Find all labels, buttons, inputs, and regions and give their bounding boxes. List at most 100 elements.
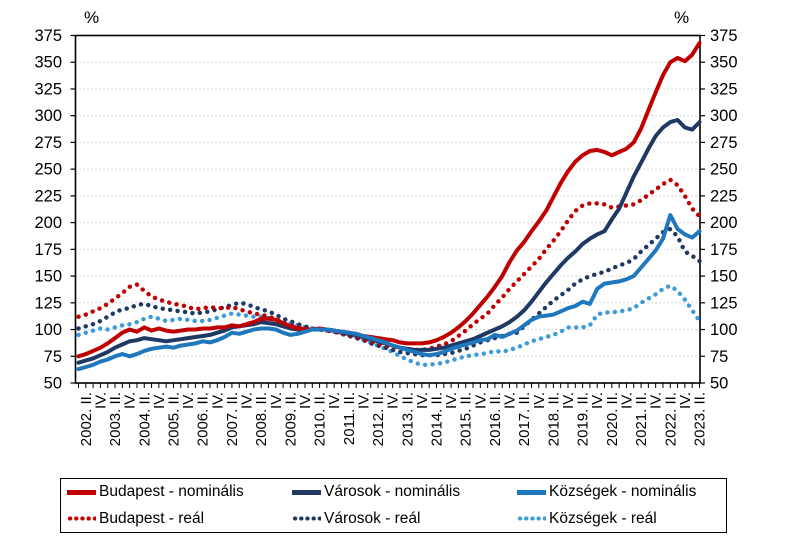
svg-text:IV.: IV. <box>151 392 168 409</box>
svg-text:200: 200 <box>34 214 62 232</box>
budapest-nominalis-line-swatch <box>67 489 96 495</box>
svg-text:IV.: IV. <box>92 392 109 409</box>
svg-text:IV.: IV. <box>414 392 431 409</box>
svg-text:75: 75 <box>44 348 62 366</box>
svg-text:150: 150 <box>34 268 62 286</box>
kozsegek-nominalis-line-swatch <box>517 489 546 495</box>
series-line-5 <box>76 283 702 367</box>
svg-text:2006. II.: 2006. II. <box>195 392 212 446</box>
svg-text:IV.: IV. <box>648 392 665 409</box>
legend-label: Községek - nominális <box>549 483 697 501</box>
legend-label: Városok - nominális <box>324 483 461 501</box>
svg-text:IV.: IV. <box>209 392 226 409</box>
legend-item-budapest-real: Budapest - reál <box>67 507 292 531</box>
svg-text:2019. II.: 2019. II. <box>575 392 592 446</box>
series-line-4 <box>76 226 702 358</box>
svg-text:275: 275 <box>34 134 62 152</box>
svg-text:175: 175 <box>34 241 62 259</box>
svg-text:IV.: IV. <box>385 392 402 409</box>
svg-text:2009. II.: 2009. II. <box>282 392 299 446</box>
svg-text:2016. II.: 2016. II. <box>487 392 504 446</box>
svg-text:2023. II.: 2023. II. <box>692 392 709 446</box>
svg-text:IV.: IV. <box>268 392 285 409</box>
series-line-1 <box>76 118 702 365</box>
svg-text:2021. II.: 2021. II. <box>633 392 650 446</box>
svg-text:IV.: IV. <box>502 392 519 409</box>
svg-text:200: 200 <box>710 214 738 232</box>
svg-text:225: 225 <box>710 187 738 205</box>
svg-text:150: 150 <box>710 268 738 286</box>
svg-text:125: 125 <box>710 294 738 312</box>
legend-item-kozsegek-real: Községek - reál <box>517 507 726 531</box>
svg-text:225: 225 <box>34 187 62 205</box>
svg-text:75: 75 <box>710 348 728 366</box>
svg-text:IV.: IV. <box>355 392 372 409</box>
svg-text:2010. II.: 2010. II. <box>312 392 329 446</box>
svg-text:2003. II.: 2003. II. <box>107 392 124 446</box>
svg-text:2002. II.: 2002. II. <box>78 392 95 446</box>
svg-text:IV.: IV. <box>677 392 694 409</box>
svg-text:2017. II.: 2017. II. <box>516 392 533 446</box>
svg-text:2015. II.: 2015. II. <box>458 392 475 446</box>
svg-text:375: 375 <box>34 27 62 45</box>
svg-text:325: 325 <box>710 80 738 98</box>
svg-text:2018. II.: 2018. II. <box>545 392 562 446</box>
legend: Budapest - nominális Városok - nominális… <box>60 478 727 533</box>
svg-text:2020. II.: 2020. II. <box>604 392 621 446</box>
svg-text:IV.: IV. <box>531 392 548 409</box>
svg-text:175: 175 <box>710 241 738 259</box>
legend-label: Budapest - reál <box>99 509 205 527</box>
series-line-2 <box>76 213 702 372</box>
svg-text:2011. II.: 2011. II. <box>341 392 358 445</box>
svg-text:2007. II.: 2007. II. <box>224 392 241 446</box>
varosok-nominalis-line-swatch <box>292 489 321 495</box>
svg-text:IV.: IV. <box>560 392 577 409</box>
svg-text:IV.: IV. <box>443 392 460 409</box>
svg-text:125: 125 <box>34 294 62 312</box>
svg-text:IV.: IV. <box>326 392 343 409</box>
y-axis-unit-right: % <box>674 8 690 27</box>
svg-text:100: 100 <box>710 321 738 339</box>
legend-label: Városok - reál <box>324 509 421 527</box>
legend-label: Budapest - nominális <box>99 483 244 501</box>
svg-text:2014. II.: 2014. II. <box>428 392 445 446</box>
svg-text:100: 100 <box>34 321 62 339</box>
legend-item-budapest-nominalis: Budapest - nominális <box>67 480 292 504</box>
legend-item-varosok-real: Városok - reál <box>292 507 517 531</box>
svg-text:2008. II.: 2008. II. <box>253 392 270 446</box>
svg-text:50: 50 <box>44 375 62 393</box>
svg-text:IV.: IV. <box>472 392 489 409</box>
svg-text:300: 300 <box>34 107 62 125</box>
svg-text:375: 375 <box>710 27 738 45</box>
svg-text:350: 350 <box>710 54 738 72</box>
svg-text:350: 350 <box>34 54 62 72</box>
svg-text:2005. II.: 2005. II. <box>165 392 182 446</box>
svg-text:300: 300 <box>710 107 738 125</box>
svg-text:2012. II.: 2012. II. <box>370 392 387 446</box>
svg-text:50: 50 <box>710 375 728 393</box>
varosok-real-line-swatch <box>292 516 321 522</box>
svg-text:2004. II.: 2004. II. <box>136 392 153 446</box>
svg-text:IV.: IV. <box>122 392 139 409</box>
series-line-3 <box>76 177 702 353</box>
series-line-0 <box>76 41 702 359</box>
svg-text:IV.: IV. <box>589 392 606 409</box>
svg-text:2022. II.: 2022. II. <box>662 392 679 446</box>
kozsegek-real-line-swatch <box>517 516 546 522</box>
y-axis-unit-left: % <box>84 8 100 27</box>
svg-text:250: 250 <box>710 161 738 179</box>
svg-text:IV.: IV. <box>618 392 635 409</box>
legend-item-varosok-nominalis: Városok - nominális <box>292 480 517 504</box>
plot-area: 50 50 75 75 100 100 125 125 150 150 175 175 200 200 22… <box>34 27 738 446</box>
svg-text:325: 325 <box>34 80 62 98</box>
legend-item-kozsegek-nominalis: Községek - nominális <box>517 480 726 504</box>
budapest-real-line-swatch <box>67 516 96 522</box>
svg-text:250: 250 <box>34 161 62 179</box>
svg-text:IV.: IV. <box>239 392 256 409</box>
svg-text:2013. II.: 2013. II. <box>399 392 416 446</box>
svg-text:IV.: IV. <box>297 392 314 409</box>
svg-text:275: 275 <box>710 134 738 152</box>
svg-text:IV.: IV. <box>180 392 197 409</box>
legend-label: Községek - reál <box>549 509 657 527</box>
